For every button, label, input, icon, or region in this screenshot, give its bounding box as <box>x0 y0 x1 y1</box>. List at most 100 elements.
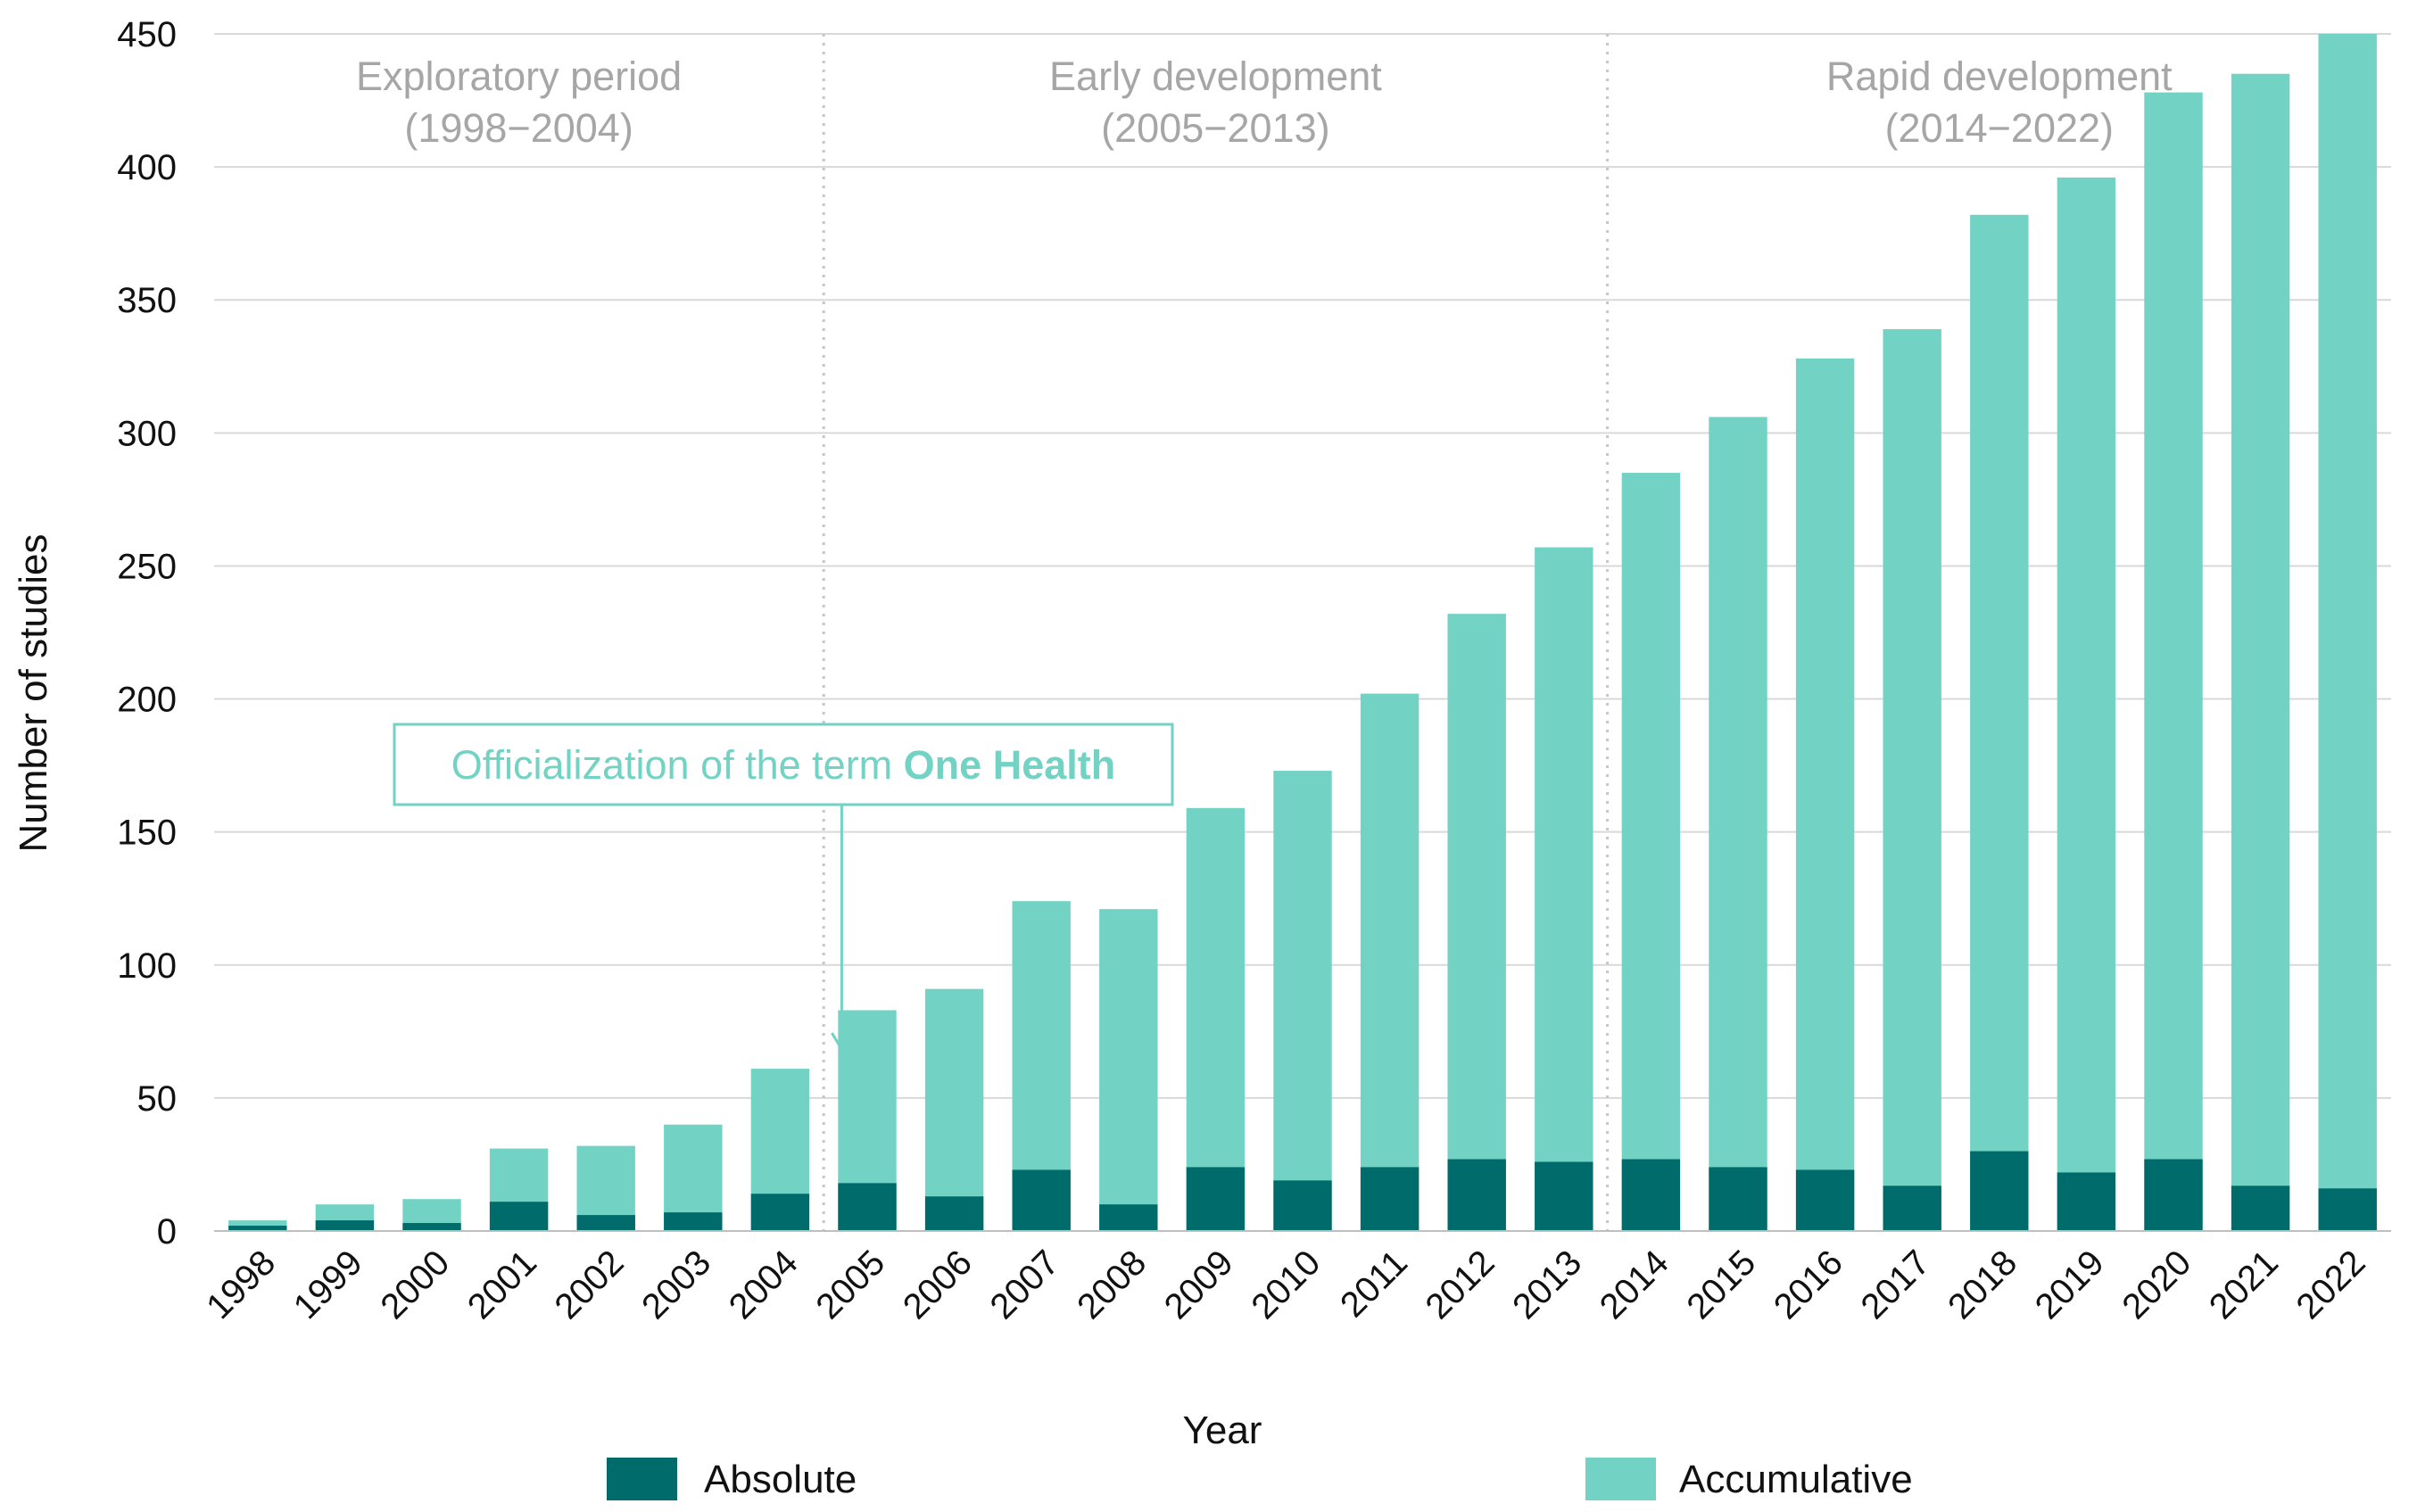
x-tick-label: 2006 <box>896 1243 980 1326</box>
annotation: Officialization of the term One Health <box>393 723 1174 1052</box>
y-tick-label: 400 <box>117 148 177 187</box>
bar-absolute-2007 <box>1012 1169 1071 1231</box>
bar-accumulative-2013 <box>1535 547 1593 1231</box>
x-tick-label: 2021 <box>2202 1243 2286 1326</box>
period-range: (2014−2022) <box>1885 105 2114 151</box>
bar-absolute-2015 <box>1709 1167 1767 1231</box>
y-tick-label: 250 <box>117 547 177 586</box>
x-tick-labels: 1998 1999 2000 2001 2002 2003 2004 2005 2006 2007… <box>199 1243 2372 1326</box>
bar-absolute-2008 <box>1099 1204 1158 1231</box>
bar-absolute-2001 <box>489 1202 549 1231</box>
y-tick-label: 450 <box>117 15 177 54</box>
period-name: Early development <box>1049 54 1382 99</box>
bar-absolute-2011 <box>1360 1167 1420 1231</box>
bar-accumulative-2015 <box>1709 417 1767 1231</box>
y-tick-label: 0 <box>157 1212 177 1252</box>
bar-absolute-2000 <box>402 1223 461 1231</box>
legend-swatch-absolute <box>607 1458 677 1500</box>
x-tick-label: 2015 <box>1679 1243 1763 1326</box>
bar-absolute-2006 <box>924 1196 984 1231</box>
x-tick-label: 2018 <box>1941 1243 2024 1326</box>
x-tick-label: 2022 <box>2289 1243 2373 1326</box>
bar-accumulative-2009 <box>1186 807 1246 1231</box>
x-tick-label: 2001 <box>460 1243 544 1326</box>
bar-accumulative-2008 <box>1099 909 1158 1231</box>
x-tick-label: 2000 <box>373 1243 457 1326</box>
bar-absolute-2002 <box>576 1215 635 1231</box>
x-tick-label: 1998 <box>199 1243 283 1326</box>
bar-accumulative-2014 <box>1621 473 1681 1231</box>
bar-absolute-2016 <box>1795 1169 1855 1231</box>
bar-absolute-2009 <box>1186 1167 1246 1231</box>
legend-label-absolute: Absolute <box>704 1458 857 1501</box>
x-tick-label: 2008 <box>1070 1243 1154 1326</box>
bar-absolute-2020 <box>2144 1159 2203 1231</box>
bar-accumulative-2019 <box>2057 178 2116 1231</box>
grid-lines <box>214 33 2391 1099</box>
x-tick-label: 2013 <box>1505 1243 1589 1326</box>
annotation-text-prefix: Officialization of the term <box>451 742 904 788</box>
bar-accumulative-2006 <box>924 988 984 1231</box>
bar-absolute-1998 <box>228 1226 287 1231</box>
bar-absolute-2014 <box>1621 1159 1681 1231</box>
x-tick-label: 2004 <box>722 1243 806 1326</box>
period-dividers <box>822 34 1610 1231</box>
bar-absolute-2005 <box>838 1183 897 1231</box>
x-tick-label: 2011 <box>1333 1243 1415 1325</box>
x-tick-label: 2005 <box>808 1243 892 1326</box>
y-axis-title: Number of studies <box>12 533 55 852</box>
x-tick-label: 2020 <box>2115 1243 2198 1326</box>
period-range: (2005−2013) <box>1101 105 1329 151</box>
bar-absolute-1999 <box>315 1220 375 1231</box>
bar-absolute-2017 <box>1883 1186 1941 1231</box>
bar-absolute-2022 <box>2318 1188 2377 1231</box>
annotation-text-bold: One Health <box>904 742 1116 788</box>
x-tick-label: 2009 <box>1157 1243 1241 1326</box>
period-labels: Exploratory period (1998−2004) Early devel… <box>356 54 2173 151</box>
x-tick-label: 2010 <box>1244 1243 1328 1326</box>
bars <box>228 34 2377 1232</box>
bar-accumulative-2022 <box>2318 34 2377 1231</box>
bar-absolute-2019 <box>2057 1172 2116 1231</box>
bar-accumulative-2011 <box>1360 693 1420 1231</box>
legend-label-accumulative: Accumulative <box>1679 1458 1913 1501</box>
period-range: (1998−2004) <box>404 105 633 151</box>
x-tick-label: 2002 <box>548 1243 632 1326</box>
bar-accumulative-2018 <box>1970 214 2029 1231</box>
y-tick-label: 50 <box>137 1079 178 1119</box>
bar-absolute-2010 <box>1273 1180 1332 1231</box>
bar-accumulative-2021 <box>2231 73 2290 1232</box>
y-tick-label: 100 <box>117 946 177 986</box>
x-tick-label: 2016 <box>1767 1243 1850 1326</box>
bar-accumulative-2010 <box>1273 771 1332 1231</box>
bar-accumulative-2017 <box>1883 329 1941 1231</box>
bar-absolute-2012 <box>1447 1159 1506 1231</box>
bar-absolute-2018 <box>1970 1151 2029 1231</box>
annotation-arrowhead <box>831 1032 853 1052</box>
bar-accumulative-2012 <box>1447 614 1506 1231</box>
x-tick-label: 2017 <box>1854 1243 1938 1326</box>
legend-swatch-accumulative <box>1585 1458 1656 1500</box>
bar-accumulative-2016 <box>1795 358 1855 1231</box>
y-tick-label: 300 <box>117 414 177 453</box>
annotation-box <box>393 723 1174 806</box>
period-name: Exploratory period <box>356 54 682 99</box>
bar-absolute-2021 <box>2231 1186 2290 1231</box>
period-name: Rapid development <box>1826 54 2173 99</box>
bar-absolute-2003 <box>664 1212 723 1231</box>
bar-accumulative-2020 <box>2144 92 2203 1231</box>
x-axis-title: Year <box>1183 1409 1262 1452</box>
annotation-text: Officialization of the term One Health <box>451 742 1115 788</box>
x-tick-label: 2007 <box>983 1243 1067 1326</box>
x-tick-label: 2019 <box>2028 1243 2112 1326</box>
bar-absolute-2004 <box>750 1194 810 1231</box>
bar-absolute-2013 <box>1535 1161 1593 1231</box>
x-tick-label: 1999 <box>286 1243 370 1326</box>
y-tick-label: 150 <box>117 814 177 853</box>
y-tick-labels: 0 50 100 150 200 250 300 350 400 450 <box>117 15 177 1252</box>
y-tick-label: 200 <box>117 681 177 720</box>
y-tick-label: 350 <box>117 281 177 320</box>
x-tick-label: 2012 <box>1419 1243 1502 1326</box>
x-tick-label: 2003 <box>634 1243 718 1326</box>
